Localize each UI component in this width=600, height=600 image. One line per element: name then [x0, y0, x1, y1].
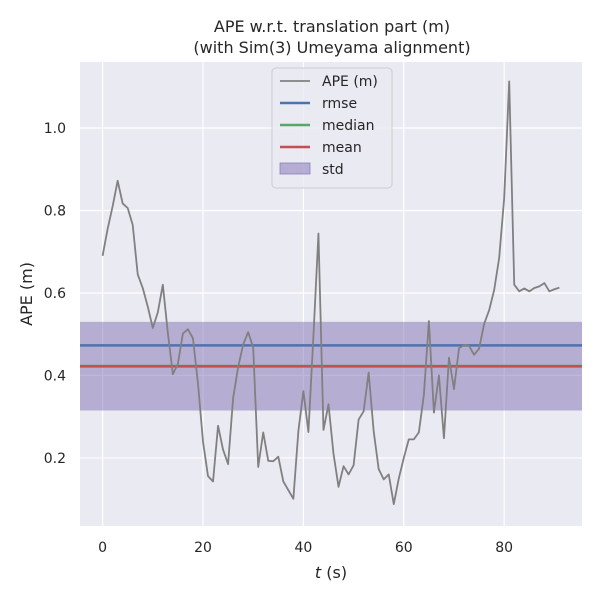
y-tick-label: 0.8: [44, 203, 66, 219]
y-tick-label: 0.6: [44, 286, 66, 302]
legend: APE (m) rmse median mean std: [271, 67, 393, 189]
x-tick-label: 60: [395, 540, 413, 556]
legend-label: std: [322, 162, 344, 178]
x-axis-variable: t: [315, 563, 322, 582]
y-tick-label: 0.4: [44, 368, 66, 384]
legend-label: median: [322, 118, 374, 134]
x-tick-label: 0: [98, 540, 107, 556]
chart-title-line1: APE w.r.t. translation part (m): [214, 17, 450, 36]
y-tick-label: 0.2: [44, 451, 66, 467]
x-axis-title: t (s): [315, 563, 347, 582]
legend-label: APE (m): [322, 74, 378, 90]
y-axis-title: APE (m): [17, 262, 36, 326]
x-tick-label: 80: [495, 540, 513, 556]
ape-series-layer: [101, 80, 560, 506]
y-ticks: 0.2 0.4 0.6 0.8 1.0: [44, 121, 66, 467]
ape-series-line: [101, 80, 560, 506]
legend-swatch-std: [279, 162, 311, 175]
legend-label: mean: [322, 140, 362, 156]
stat-lines-layer: [80, 344, 582, 368]
x-tick-label: 20: [194, 540, 212, 556]
legend-box: [271, 67, 393, 189]
x-tick-label: 40: [294, 540, 312, 556]
x-ticks: 0 20 40 60 80: [98, 540, 513, 556]
y-tick-label: 1.0: [44, 121, 66, 137]
legend-label: rmse: [322, 96, 357, 112]
x-axis-unit: (s): [321, 563, 347, 582]
chart-title-line2: (with Sim(3) Umeyama alignment): [193, 38, 470, 57]
